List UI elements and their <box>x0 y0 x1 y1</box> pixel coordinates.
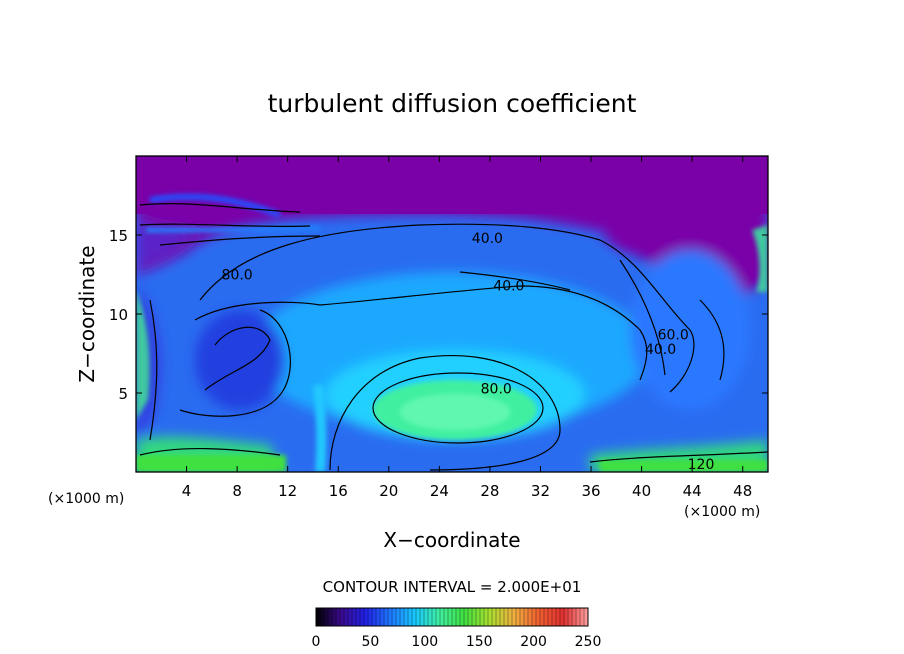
contour-label: 40.0 <box>645 342 676 358</box>
x-tick-label: 16 <box>329 482 348 500</box>
left-vortex <box>195 310 285 410</box>
x-tick-label: 28 <box>480 482 499 500</box>
colorbar-tick-label: 200 <box>520 634 547 650</box>
contour-left-swirl <box>204 326 271 391</box>
contour-left-swirl-2 <box>179 309 291 417</box>
contour-left-edge <box>149 299 158 441</box>
colorbar-tick-label: 0 <box>312 634 321 650</box>
x-tick-label: 40 <box>632 482 651 500</box>
plume <box>313 384 327 472</box>
x-tick-label: 12 <box>278 482 297 500</box>
x-tick-label: 44 <box>683 482 702 500</box>
x-unit-left: (×1000 m) <box>48 491 124 507</box>
colorbar-tick-label: 150 <box>466 634 493 650</box>
chart-title: turbulent diffusion coefficient <box>268 89 637 118</box>
y-tick-label: 5 <box>118 385 128 403</box>
core-bright <box>400 394 510 430</box>
contour-bottom-right <box>589 451 768 463</box>
colorbar-tick-label: 250 <box>575 634 602 650</box>
contour-lines <box>139 203 768 471</box>
colorbar-frame <box>315 607 589 627</box>
contour-upper-2 <box>139 223 311 228</box>
x-tick-label: 32 <box>531 482 550 500</box>
contour-label: 60.0 <box>658 328 689 344</box>
contour-label: 120 <box>688 457 715 473</box>
x-axis-ticks: 4 8 12 16 20 24 28 32 36 40 44 48 <box>182 156 752 500</box>
left-edge-green <box>136 290 150 420</box>
x-axis-label: X−coordinate <box>383 528 520 552</box>
right-edge-green <box>752 225 768 292</box>
upper-streak-2 <box>145 225 321 233</box>
y-tick-label: 10 <box>109 306 128 324</box>
heatmap-field <box>136 156 768 472</box>
contour-label: 80.0 <box>481 381 512 397</box>
colorbar-tick-label: 50 <box>361 634 379 650</box>
contour-label: 40.0 <box>493 279 524 295</box>
contour-right-2 <box>699 299 725 381</box>
contour-right-1 <box>619 259 666 376</box>
x-tick-label: 36 <box>581 482 600 500</box>
bottom-left-green <box>136 455 286 472</box>
contour-60 <box>329 354 561 471</box>
contour-interval-note: CONTOUR INTERVAL = 2.000E+01 <box>323 578 582 596</box>
contour-upper-3 <box>159 235 321 246</box>
x-tick-label: 20 <box>379 482 398 500</box>
x-tick-label: 24 <box>430 482 449 500</box>
y-unit-right: (×1000 m) <box>684 504 760 520</box>
contour-label: 40.0 <box>472 231 503 247</box>
y-axis-label: Z−coordinate <box>75 245 99 382</box>
contour-80 <box>372 372 544 444</box>
contour-40-lower <box>194 285 648 381</box>
contour-upper-1 <box>139 203 301 213</box>
x-tick-label: 4 <box>182 482 192 500</box>
upper-band <box>136 156 768 275</box>
contour-40-upper <box>199 223 695 393</box>
y-tick-label: 15 <box>109 227 128 245</box>
colorbar-ticks: 0 50 100 150 200 250 <box>312 634 602 650</box>
y-axis-ticks: 5 10 15 <box>109 227 768 403</box>
contour-bottom-left <box>139 448 281 456</box>
x-tick-label: 8 <box>232 482 242 500</box>
x-tick-label: 48 <box>733 482 752 500</box>
colorbar <box>315 607 589 627</box>
colorbar-tick-label: 100 <box>411 634 438 650</box>
contour-label: 80.0 <box>222 268 253 284</box>
contour-streak-upper <box>459 271 571 291</box>
